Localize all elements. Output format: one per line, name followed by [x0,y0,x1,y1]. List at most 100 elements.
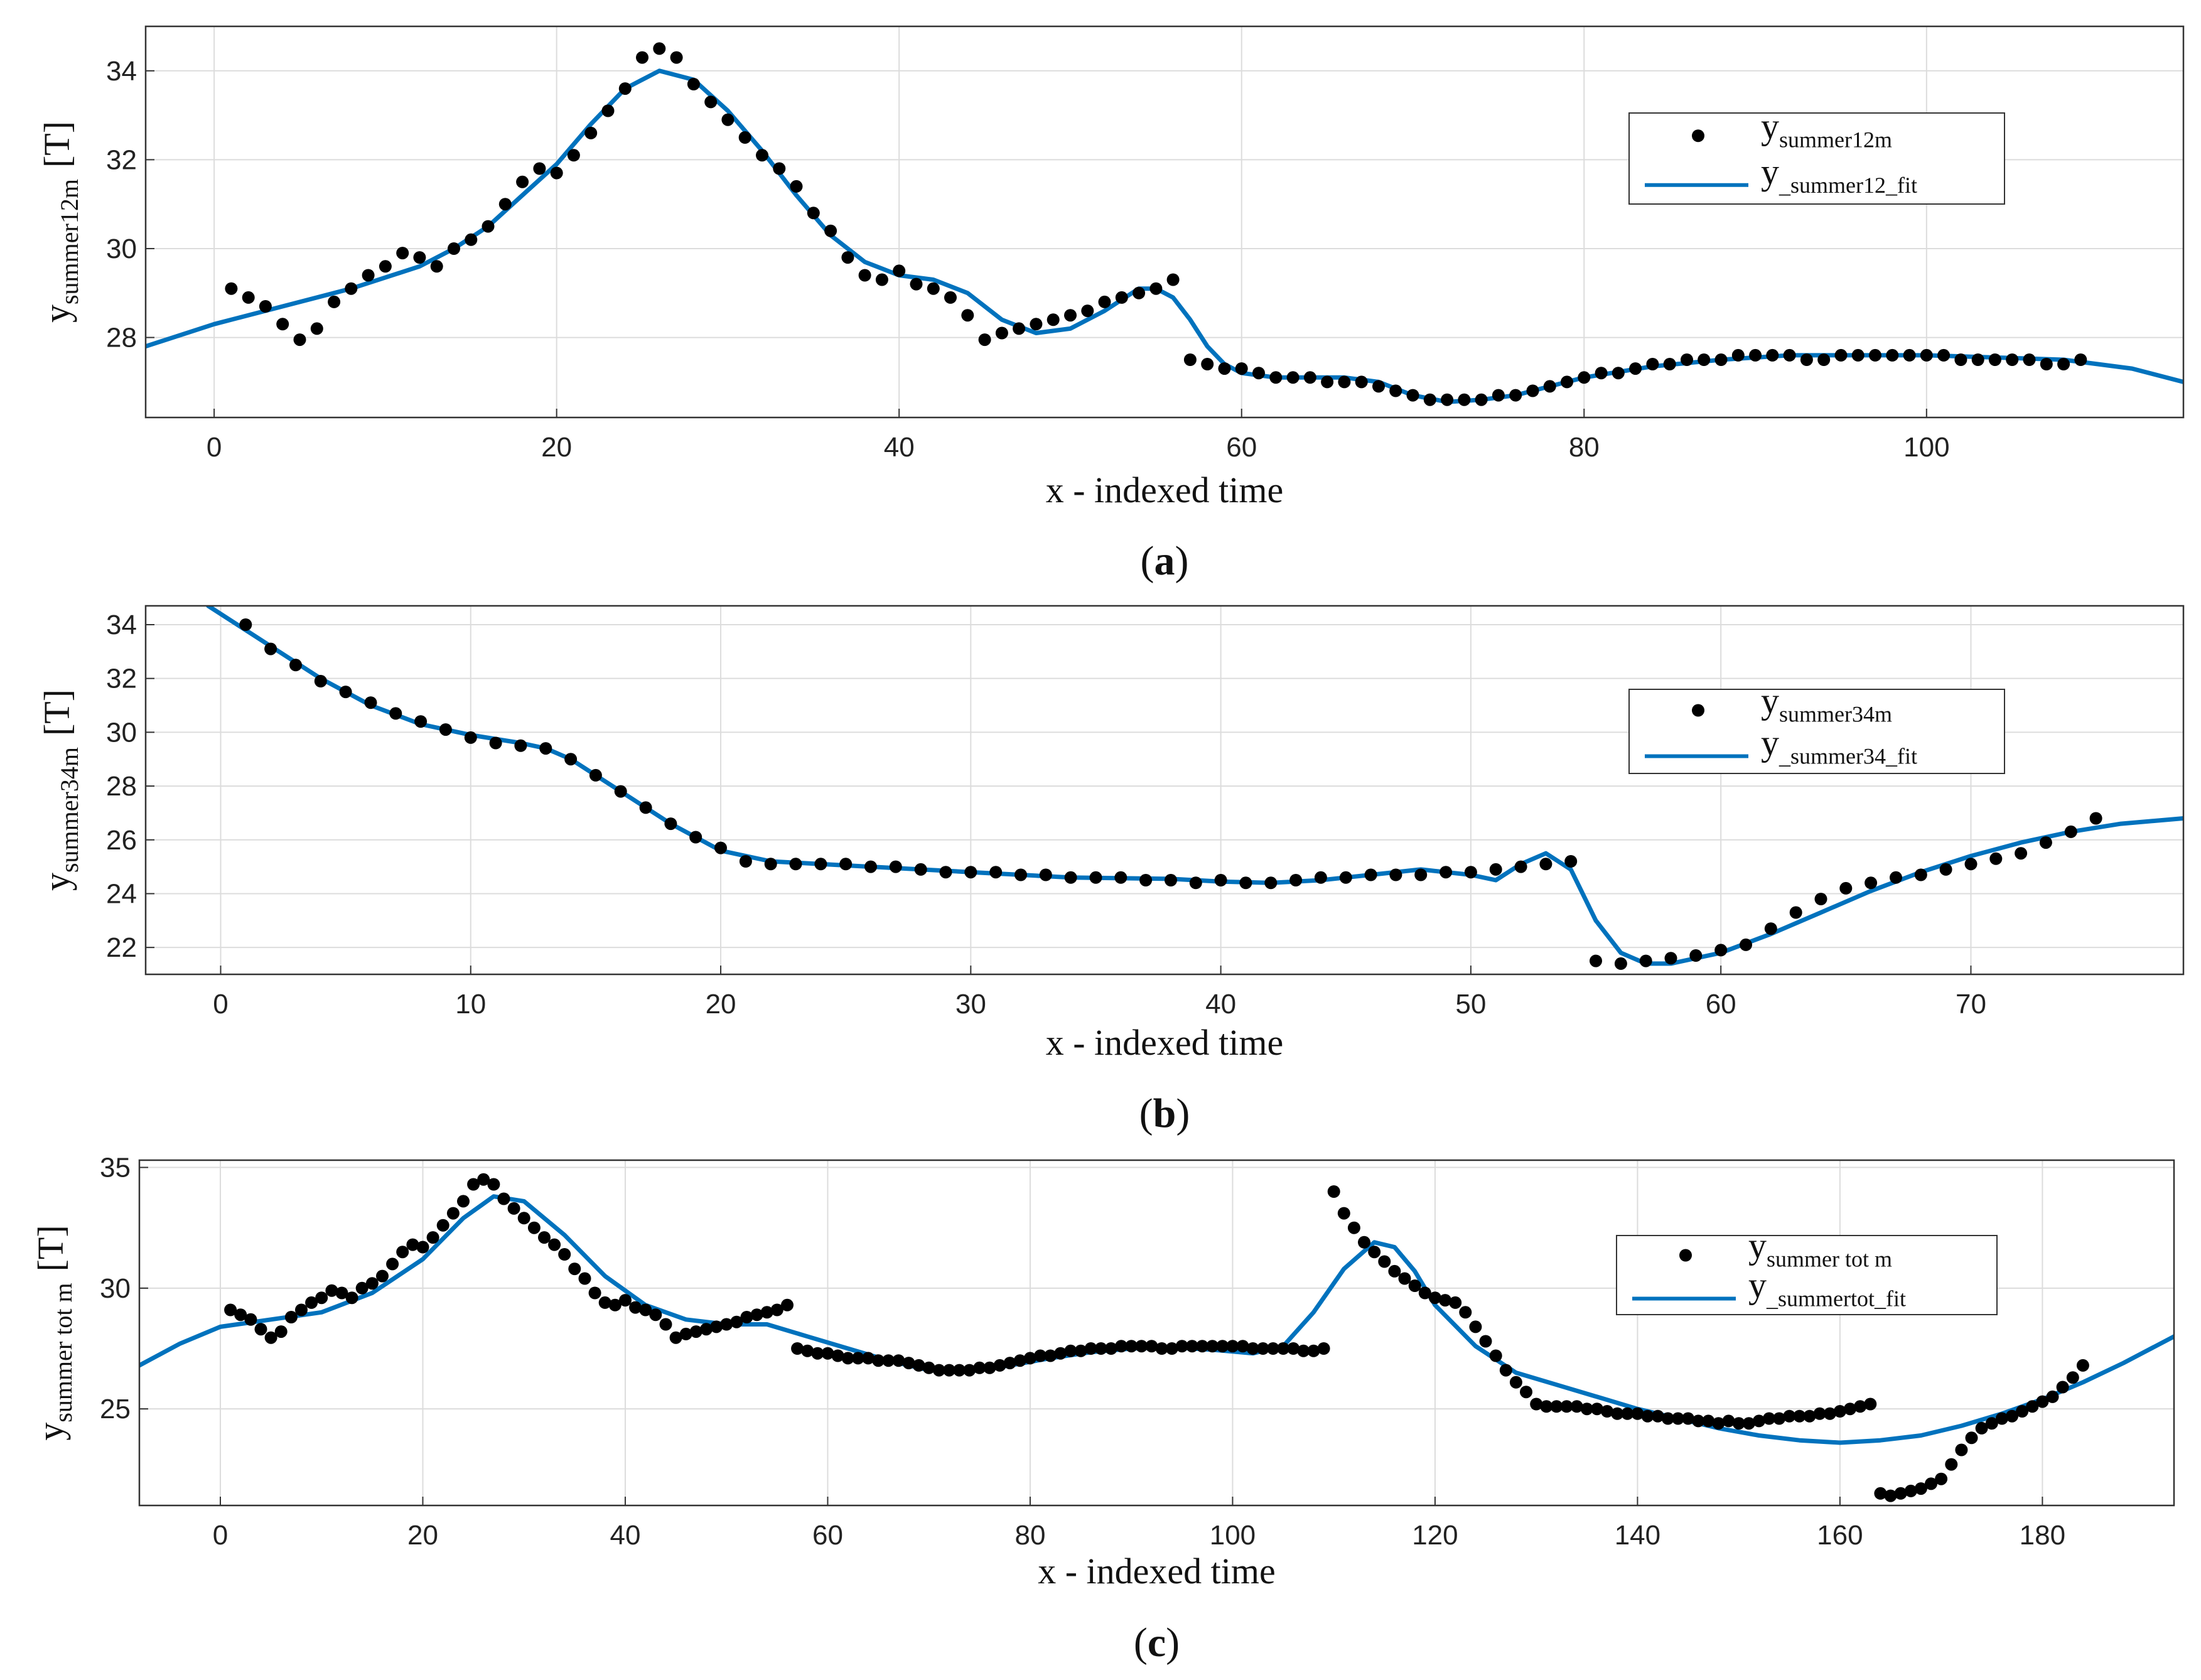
data-point [1639,954,1652,967]
data-point [629,1301,642,1314]
x-tick-label: 0 [213,1520,228,1551]
data-point [1094,1342,1107,1355]
data-point [756,149,768,162]
data-point [1338,375,1351,389]
data-point [1793,1409,1806,1423]
data-point [1803,1409,1816,1423]
data-point [1398,1272,1411,1285]
data-point [1135,1340,1148,1353]
legend-entry-label: y_summer34_fit [1761,723,1917,769]
data-point [1218,362,1231,375]
legend-entry-main: y [1761,151,1779,192]
data-point [1479,1335,1492,1348]
data-point [1226,1340,1239,1353]
x-tick-label: 10 [455,989,486,1020]
data-point [1440,866,1453,879]
data-point [1530,1397,1543,1411]
legend-entry-label: ysummer34m [1761,681,1892,727]
data-point [1264,876,1278,890]
panel-b: 0 10 20 30 40 50 60 70 22 24 26 28 30 32 34 x - indexed… [36,605,2185,1136]
data-point [670,51,683,64]
x-axis-label: x - indexed time [1046,1022,1284,1063]
x-tick-label: 20 [706,989,736,1020]
data-point [2066,1371,2079,1384]
data-point [1034,1349,1047,1362]
data-point [882,1354,895,1367]
plot-area [146,606,2183,974]
data-point [2089,812,2102,825]
data-point [259,300,272,313]
data-point [1540,1400,1553,1413]
data-point [1971,353,1984,366]
data-point [721,113,735,126]
y-tick-label: 32 [106,144,137,175]
data-point [1133,286,1146,299]
axes-frame [138,1159,2175,1507]
data-point [1337,1207,1350,1220]
data-point [814,858,827,871]
data-point [584,126,598,139]
data-point [1614,957,1627,970]
data-point [335,1286,348,1300]
data-point [464,731,477,744]
data-point [1297,1344,1310,1357]
legend-box [1628,689,2005,774]
data-point [1740,938,1752,951]
data-point [679,1327,692,1340]
data-point [1115,291,1128,304]
data-point [1256,1342,1269,1355]
caption-letter: b [1153,1090,1176,1136]
data-point [1714,944,1728,957]
data-point [1681,353,1693,366]
data-point [1368,1246,1381,1259]
data-point [1047,313,1060,326]
x-tick-label: 40 [884,432,915,463]
data-point [1590,1403,1603,1416]
data-point [1408,1279,1421,1292]
legend-marker-point [1692,129,1704,143]
x-tick-label: 30 [955,989,986,1020]
y-label-sub: summer12m [55,179,83,304]
data-point [902,1357,915,1370]
data-point [1235,362,1248,375]
x-tick-label: 160 [1817,1520,1863,1551]
panel-caption: (c) [1134,1620,1180,1666]
data-point [568,1263,581,1276]
data-point [1939,863,1952,876]
data-point [1054,1347,1067,1360]
data-point [507,1202,520,1215]
plot-area [139,1160,2174,1505]
data-point [1239,876,1252,890]
data-point [1459,1306,1472,1319]
data-point [1236,1340,1249,1353]
panel-caption: (a) [1141,538,1189,584]
data-point [1834,348,1848,362]
data-point [1621,1407,1634,1420]
data-point [944,291,957,304]
data-point [1722,1414,1735,1428]
data-point [1289,874,1303,886]
data-point [2026,1400,2039,1413]
data-point [426,1231,439,1244]
data-point [659,1318,672,1331]
data-point [2074,353,2087,366]
data-point [614,785,627,798]
data-point [567,149,580,162]
x-tick-label: 0 [213,989,228,1020]
data-point [406,1238,419,1251]
data-point [1149,282,1163,295]
data-layer [206,606,2183,970]
data-point [1646,358,1659,370]
data-point [978,333,991,347]
data-point [364,696,377,709]
data-point [413,251,426,264]
data-point [448,242,460,255]
data-point [314,675,327,687]
legend-entry-label: ysummer12m [1761,105,1892,152]
data-point [1013,1354,1026,1367]
y-label-unit: [T] [30,1225,71,1271]
data-point [1564,855,1578,868]
x-tick-label: 70 [1956,989,1986,1020]
data-point [1764,922,1777,935]
